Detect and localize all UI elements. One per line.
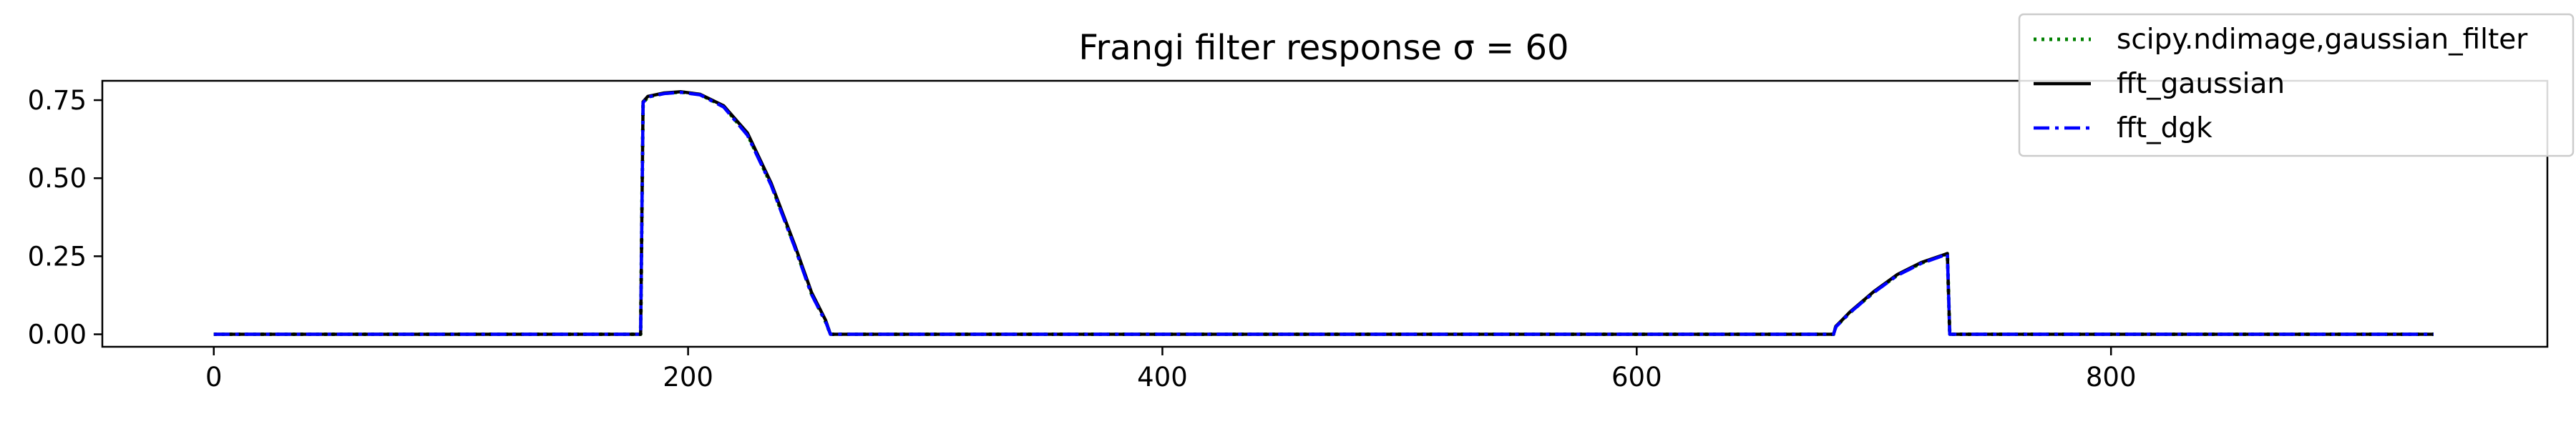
x-tick-label: 600 <box>1611 362 1662 393</box>
legend-frame <box>2018 13 2575 157</box>
chart-title: Frangi filter response σ = 60 <box>1078 28 1568 68</box>
legend-label: scipy.ndimage,gaussian_filter <box>2117 24 2528 56</box>
y-tick-label: 0.50 <box>28 163 87 194</box>
x-tick-label: 400 <box>1137 362 1188 393</box>
y-tick-label: 0.75 <box>28 85 87 116</box>
x-axis: 0 200 400 600 800 <box>205 347 2136 393</box>
legend: scipy.ndimage,gaussian_filter fft_gaussia… <box>2018 13 2575 157</box>
x-tick-label: 800 <box>2086 362 2137 393</box>
x-tick-label: 0 <box>205 362 223 393</box>
y-axis: 0.00 0.25 0.50 0.75 <box>28 85 102 350</box>
y-tick-label: 0.00 <box>28 320 87 350</box>
series-line-fft-dgk <box>213 90 2434 336</box>
series-layer <box>213 90 2434 336</box>
y-tick-label: 0.25 <box>28 241 87 272</box>
plot-frame <box>101 79 2549 348</box>
legend-label: fft_dgk <box>2117 112 2212 144</box>
x-tick-label: 200 <box>663 362 713 393</box>
chart-title-math: σ = 60 <box>1453 28 1568 68</box>
legend-label: fft_gaussian <box>2117 68 2285 100</box>
